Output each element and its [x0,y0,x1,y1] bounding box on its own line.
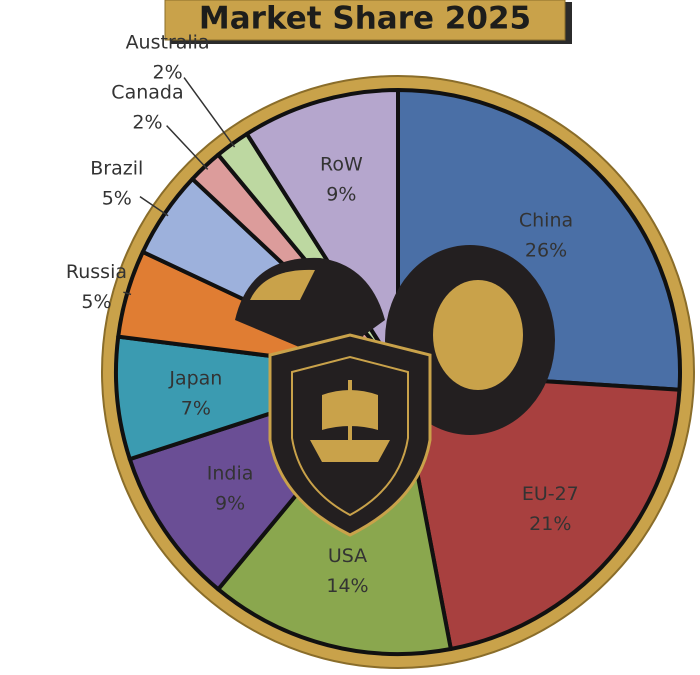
slice-value-label: 9% [215,493,245,515]
chart-title: Market Share 2025 [199,1,531,37]
slice-value-label: 2% [153,61,183,83]
pie-slice [396,370,682,652]
slice-value-label: 5% [102,187,132,209]
leader-line [139,196,169,217]
emblem [235,245,555,537]
slice-value-label: 2% [132,112,162,134]
labels: China 26% EU-27 21% USA 14% India 9% Japan 7% Russ… [66,31,579,597]
slice-label: Brazil [90,157,143,179]
slice-value-label: 7% [181,398,211,420]
slice-value-label: 21% [529,513,571,535]
slice-value-label: 5% [81,291,111,313]
slice-label: Japan [168,368,222,390]
ship [310,380,390,462]
slice-label: Russia [66,261,127,283]
slice-value-label: 9% [326,184,356,206]
slice-label: EU-27 [522,483,579,505]
leader-line [166,125,209,170]
slice-value-label: 26% [525,240,567,262]
slice-label: RoW [320,154,363,176]
shield-inner [291,355,409,517]
slice-value-label: 14% [326,575,368,597]
lion-face [433,280,523,390]
slice-label: China [519,210,573,232]
slice-label: USA [328,545,367,567]
slice-label: India [207,463,254,485]
title-box [164,0,566,41]
eagle-head [250,269,315,300]
slice-label: Canada [111,82,183,104]
slice-label: Australia [126,31,210,53]
leader-line [183,77,236,148]
leader-line [123,291,132,296]
